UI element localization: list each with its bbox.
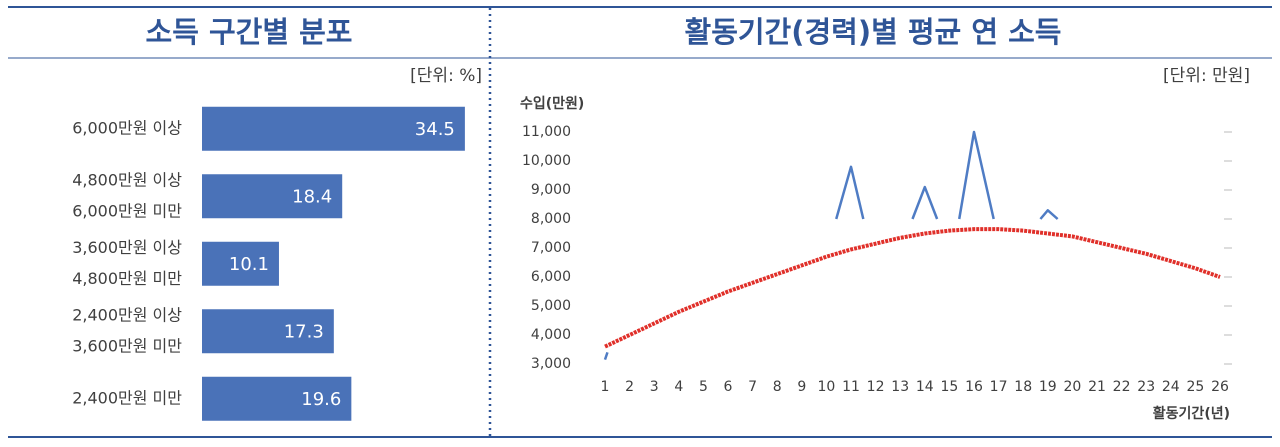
x-tick-label: 7 [748, 379, 757, 395]
category-label: 6,000만원 이상 [72, 118, 182, 137]
bar [202, 241, 279, 286]
y-tick-label: 4,000 [531, 327, 571, 343]
y-tick-label: 10,000 [522, 153, 571, 169]
category-label: 4,800만원 미만 [72, 269, 182, 288]
x-tick-label: 1 [601, 379, 610, 395]
x-tick-label: 18 [1014, 379, 1032, 395]
category-label: 6,000만원 미만 [72, 201, 182, 220]
x-tick-label: 22 [1113, 379, 1131, 395]
bar [202, 309, 334, 354]
value-label: 17.3 [284, 321, 324, 342]
x-tick-label: 13 [891, 379, 909, 395]
x-axis-label: 활동기간(년) [1153, 405, 1230, 422]
x-tick-label: 15 [940, 379, 958, 395]
value-label: 10.1 [229, 254, 269, 275]
x-tick-label: 5 [699, 379, 708, 395]
category-label: 3,600만원 이상 [72, 238, 182, 257]
value-label: 34.5 [415, 119, 455, 140]
category-label: 2,400만원 미만 [72, 388, 182, 407]
category-label: 2,400만원 이상 [72, 305, 182, 324]
x-tick-label: 24 [1162, 379, 1180, 395]
value-label: 19.6 [301, 389, 341, 410]
x-tick-label: 20 [1063, 379, 1081, 395]
x-tick-label: 11 [842, 379, 860, 395]
x-tick-label: 17 [990, 379, 1008, 395]
series-line [603, 130, 1059, 361]
bar [202, 106, 465, 151]
x-tick-label: 26 [1211, 379, 1229, 395]
category-label: 4,800만원 이상 [72, 170, 182, 189]
x-tick-label: 4 [674, 379, 683, 395]
y-tick-label: 11,000 [522, 124, 571, 140]
x-tick-label: 2 [625, 379, 634, 395]
category-label: 3,600만원 미만 [72, 336, 182, 355]
x-tick-label: 16 [965, 379, 983, 395]
x-tick-label: 10 [817, 379, 835, 395]
y-tick-label: 3,000 [531, 356, 571, 372]
unit-note: [단위: %] [410, 66, 482, 86]
x-tick-label: 25 [1186, 379, 1204, 395]
bar [202, 174, 343, 219]
x-tick-label: 6 [724, 379, 733, 395]
y-tick-label: 8,000 [531, 211, 571, 227]
bar [202, 376, 352, 421]
y-axis-label: 수입(만원) [520, 96, 584, 112]
y-tick-label: 9,000 [531, 182, 571, 198]
chart-title: 활동기간(경력)별 평균 연 소득 [685, 15, 1062, 49]
y-tick-label: 7,000 [531, 240, 571, 256]
value-label: 18.4 [292, 186, 332, 207]
x-tick-label: 19 [1039, 379, 1057, 395]
unit-note: [단위: 만원] [1163, 66, 1250, 86]
y-tick-label: 6,000 [531, 269, 571, 285]
series-line [604, 227, 1221, 349]
chart-title: 소득 구간별 분포 [146, 15, 353, 49]
x-tick-label: 23 [1137, 379, 1155, 395]
x-tick-label: 3 [650, 379, 659, 395]
x-tick-label: 12 [867, 379, 885, 395]
x-tick-label: 21 [1088, 379, 1106, 395]
y-tick-label: 5,000 [531, 298, 571, 314]
x-tick-label: 9 [797, 379, 806, 395]
x-tick-label: 8 [773, 379, 782, 395]
x-tick-label: 14 [916, 379, 934, 395]
